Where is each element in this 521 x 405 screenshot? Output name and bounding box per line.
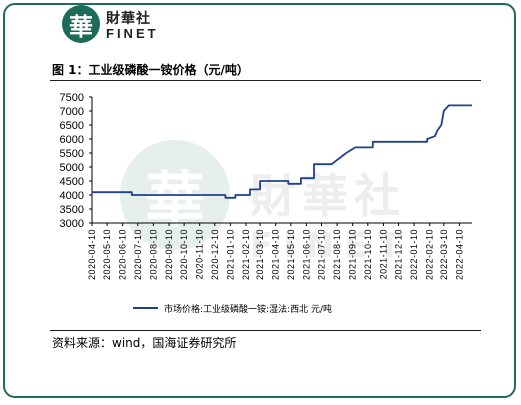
chart-legend: 市场价格:工业级磷酸一铵:湿法:西北 元/吨 (133, 303, 332, 315)
x-axis-ticks: 2020-04-10 2020-05-10 2020-06-10 2020-07-10… (87, 223, 464, 280)
y-tick-label: 6500 (60, 120, 84, 132)
x-tick-label: 2021-05-10 (286, 229, 296, 280)
title-divider (50, 80, 481, 81)
x-tick-label: 2020-05-10 (102, 229, 112, 280)
x-tick-label: 2022-01-10 (409, 229, 419, 280)
x-tick-label: 2020-12-10 (210, 229, 220, 280)
finet-logo: 華 (62, 5, 100, 43)
brand-name-en: FINET (106, 26, 159, 41)
chart-series (92, 104, 472, 199)
series-line (92, 104, 472, 199)
x-tick-label: 2020-08-10 (148, 229, 158, 280)
x-tick-label: 2021-11-10 (378, 229, 388, 279)
x-tick-label: 2021-12-10 (394, 229, 404, 280)
brand-name-cn: 財華社 (106, 11, 151, 27)
x-tick-label: 2020-06-10 (118, 229, 128, 280)
x-tick-label: 2020-07-10 (133, 229, 143, 280)
y-tick-label: 6000 (60, 134, 84, 146)
x-tick-label: 2021-07-10 (317, 229, 327, 280)
x-tick-label: 2020-10-10 (179, 229, 189, 280)
source-note: 资料来源：wind，国海证券研究所 (52, 336, 237, 350)
figure-title: 图 1：工业级磷酸一铵价格（元/吨） (52, 63, 249, 77)
x-tick-label: 2021-10-10 (363, 229, 373, 280)
x-tick-label: 2021-09-10 (348, 229, 358, 280)
x-tick-label: 2021-01-10 (225, 229, 235, 280)
y-tick-label: 3500 (60, 204, 84, 216)
y-tick-label: 7500 (60, 92, 84, 104)
figure-frame (3, 3, 516, 398)
x-tick-label: 2022-04-10 (454, 229, 464, 280)
x-tick-label: 2022-03-10 (439, 229, 449, 280)
x-tick-label: 2021-03-10 (255, 229, 265, 280)
x-tick-label: 2021-06-10 (301, 229, 311, 280)
x-tick-label: 2022-02-10 (425, 229, 435, 280)
legend-label: 市场价格:工业级磷酸一铵:湿法:西北 元/吨 (164, 303, 332, 315)
y-tick-label: 3000 (60, 218, 84, 230)
y-axis-ticks: 3000 3500 4000 4500 5000 5500 6000 6500 7000 7500 (60, 92, 92, 230)
y-tick-label: 5000 (60, 162, 84, 174)
x-tick-label: 2021-04-10 (271, 229, 281, 280)
y-tick-label: 5500 (60, 148, 84, 160)
chart-axes (91, 97, 472, 224)
x-tick-label: 2021-02-10 (241, 229, 251, 280)
x-tick-label: 2020-09-10 (164, 229, 174, 280)
x-tick-label: 2020-11-10 (195, 229, 205, 279)
y-tick-label: 7000 (60, 106, 84, 118)
y-tick-label: 4000 (60, 190, 84, 202)
source-divider (50, 330, 481, 331)
y-tick-label: 4500 (60, 176, 84, 188)
x-tick-label: 2020-04-10 (87, 229, 97, 280)
x-tick-label: 2021-08-10 (332, 229, 342, 280)
logo-char: 華 (69, 11, 93, 41)
